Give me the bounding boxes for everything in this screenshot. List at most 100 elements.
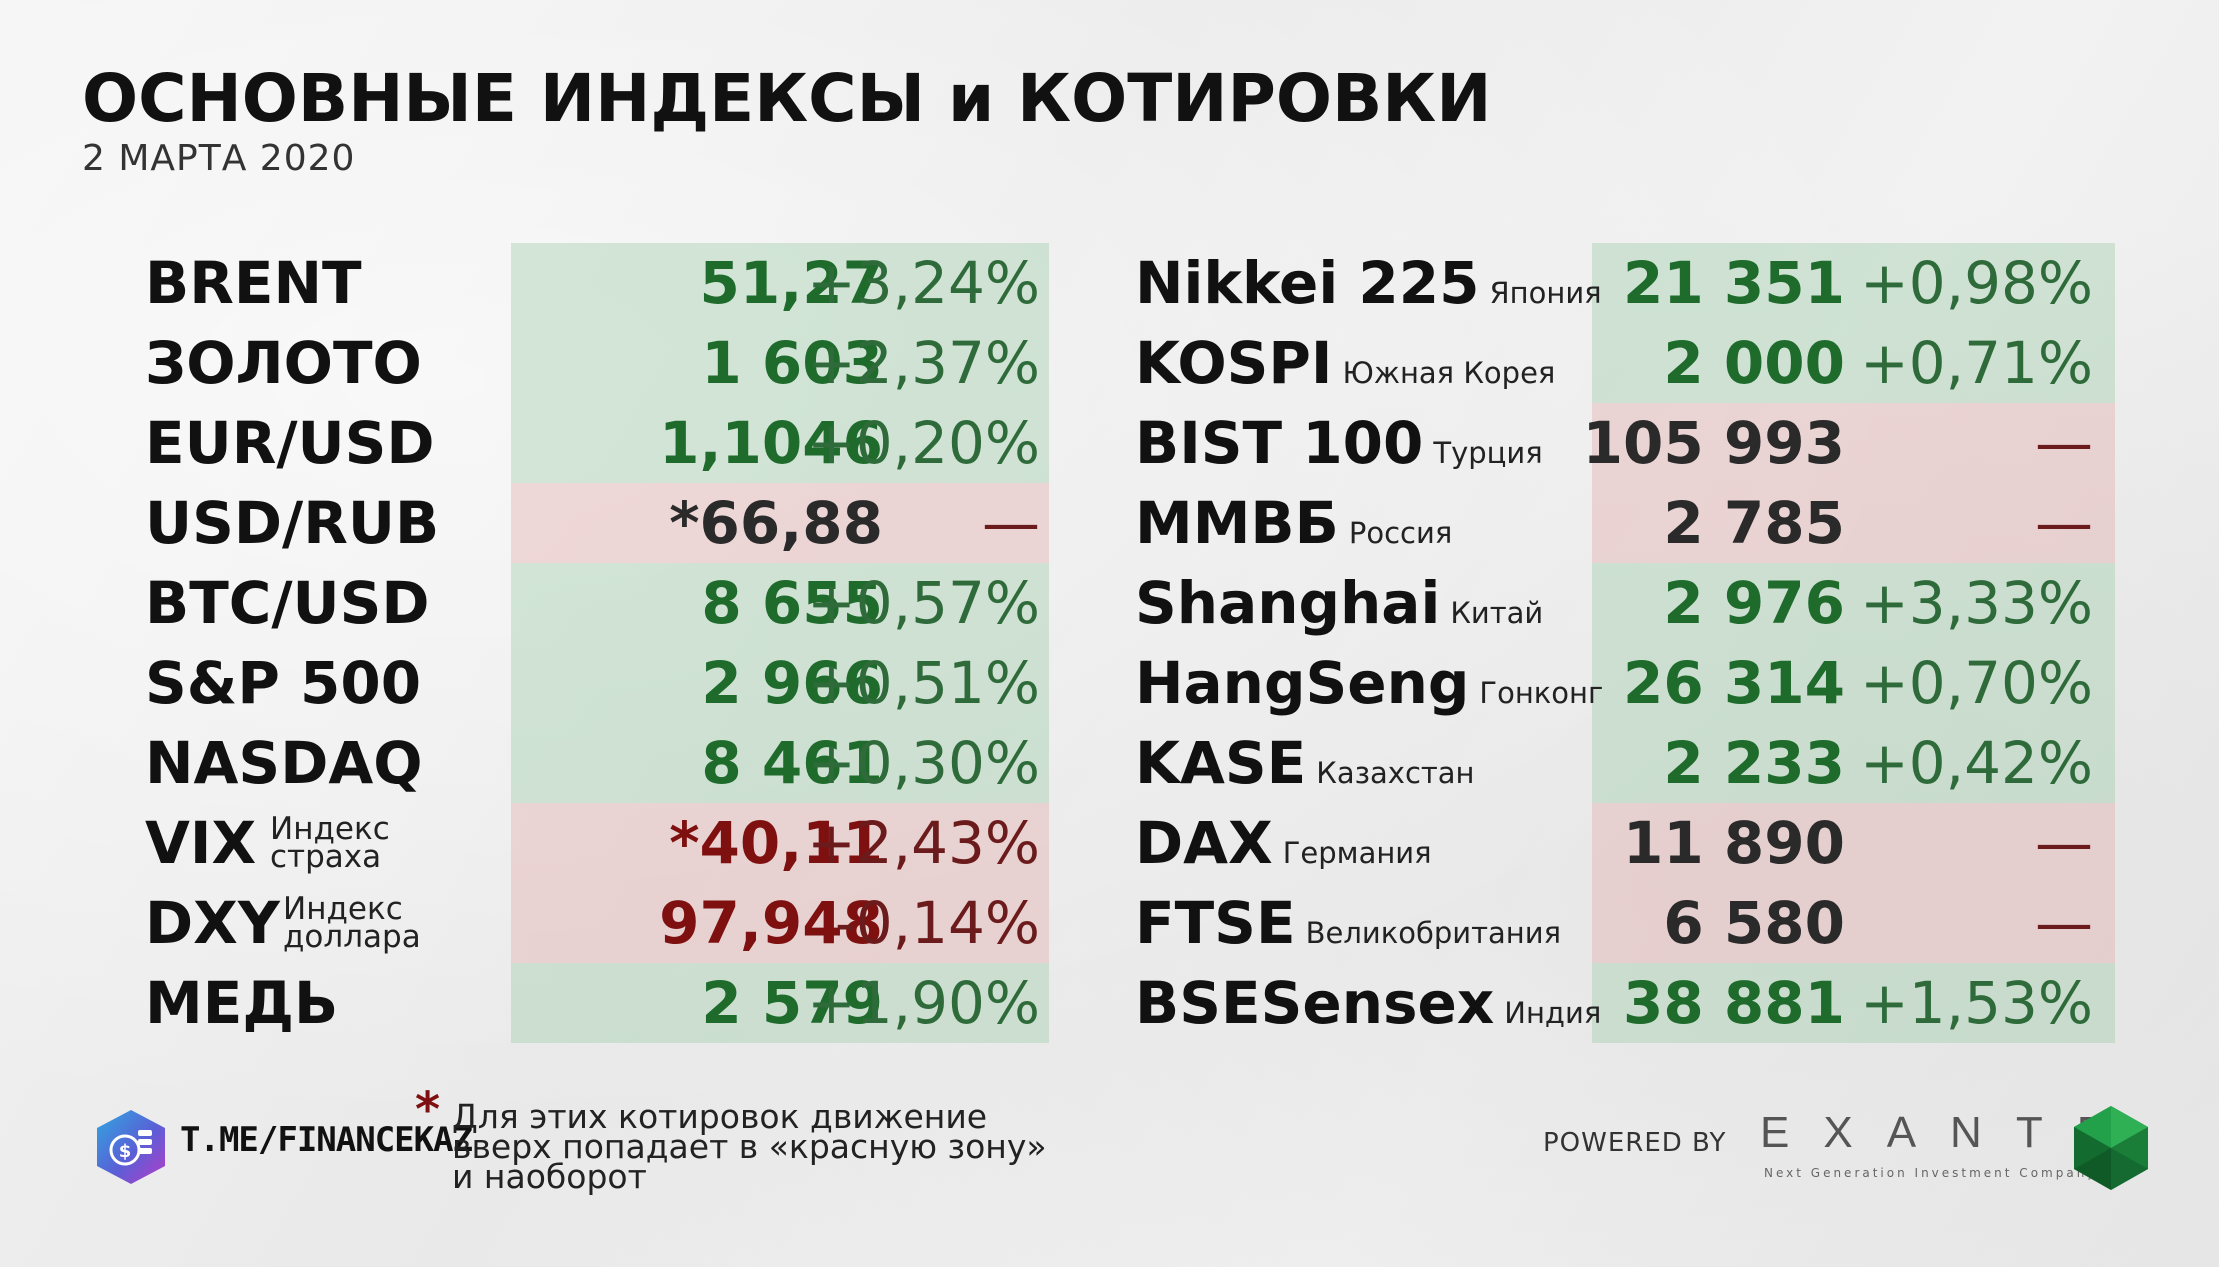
instrument-value: 2 966 (701, 649, 883, 717)
table-row: KOSPI Южная Корея 2 000 +0,71% (1135, 323, 2115, 403)
table-row: KASE Казахстан 2 233 +0,42% (1135, 723, 2115, 803)
instrument-value: 1 603 (701, 329, 883, 397)
page-title: ОСНОВНЫЕ ИНДЕКСЫ и КОТИРОВКИ (82, 60, 1492, 137)
instrument-change: +3,24% (807, 249, 1040, 317)
powered-by-label: POWERED BY (1543, 1128, 1727, 1158)
telegram-channel-logo-icon: $ (92, 1108, 170, 1186)
index-country: Россия (1348, 516, 1453, 550)
index-name: BSESensex Индия (1135, 969, 1602, 1037)
footnote-star: * (415, 1082, 441, 1138)
index-value: 21 351 (1623, 249, 1845, 317)
index-country: Китай (1450, 596, 1544, 630)
instrument-value: 1,1046 (659, 409, 883, 477)
instrument-value: 51,27 (699, 249, 883, 317)
svg-text:$: $ (119, 1141, 132, 1162)
table-row: Shanghai Китай 2 976 +3,33% (1135, 563, 2115, 643)
index-change: +1,53% (1860, 969, 2093, 1037)
index-change: — (2035, 889, 2093, 957)
index-name: ММВБ Россия (1135, 489, 1453, 557)
index-value: 2 785 (1663, 489, 1845, 557)
instrument-note: Индекс страха (270, 811, 390, 875)
instrument-name: ЗОЛОТО (145, 329, 422, 397)
instrument-value: 97,948 (659, 889, 883, 957)
index-change: +0,71% (1860, 329, 2093, 397)
table-row: МЕДЬ 2 579 +1,90% (145, 963, 1050, 1043)
instrument-name: VIX (145, 809, 257, 877)
instrument-change: +0,57% (807, 569, 1040, 637)
index-name: Shanghai Китай (1135, 569, 1544, 637)
table-row: USD/RUB *66,88 — (145, 483, 1050, 563)
index-country: Казахстан (1316, 756, 1475, 790)
index-value: 26 314 (1623, 649, 1845, 717)
table-row: FTSE Великобритания 6 580 — (1135, 883, 2115, 963)
instrument-name: USD/RUB (145, 489, 440, 557)
index-name: DAX Германия (1135, 809, 1432, 877)
instrument-name: EUR/USD (145, 409, 435, 477)
index-value: 11 890 (1623, 809, 1845, 877)
instrument-name: МЕДЬ (145, 969, 339, 1037)
instrument-change: — (982, 489, 1040, 557)
instrument-change: +0,51% (807, 649, 1040, 717)
index-change: — (2035, 489, 2093, 557)
index-change: — (2035, 409, 2093, 477)
index-country: Индия (1504, 996, 1602, 1030)
instrument-change: +2,43% (807, 809, 1040, 877)
index-value: 6 580 (1663, 889, 1845, 957)
instrument-note: Индекс доллара (283, 891, 421, 955)
footnote-text: Для этих котировок движение вверх попада… (452, 1097, 1047, 1196)
index-change: — (2035, 809, 2093, 877)
index-country: Япония (1489, 276, 1602, 310)
index-change: +0,42% (1860, 729, 2093, 797)
table-row: EUR/USD 1,1046 +0,20% (145, 403, 1050, 483)
brand-tagline: Next Generation Investment Company (1764, 1166, 2098, 1180)
instrument-name: BRENT (145, 249, 362, 317)
instrument-change: +0,20% (807, 409, 1040, 477)
instrument-change: -0,14% (834, 889, 1040, 957)
instrument-change: +0,30% (807, 729, 1040, 797)
index-value: 38 881 (1623, 969, 1845, 1037)
table-row: ММВБ Россия 2 785 — (1135, 483, 2115, 563)
instrument-value: 8 655 (701, 569, 883, 637)
table-row: HangSeng Гонконг 26 314 +0,70% (1135, 643, 2115, 723)
index-change: +0,98% (1860, 249, 2093, 317)
instrument-value: *66,88 (669, 489, 883, 557)
table-row: NASDAQ 8 461 +0,30% (145, 723, 1050, 803)
index-name: KASE Казахстан (1135, 729, 1475, 797)
instrument-change: +2,37% (807, 329, 1040, 397)
index-value: 2 000 (1663, 329, 1845, 397)
index-name: Nikkei 225 Япония (1135, 249, 1602, 317)
table-row: ЗОЛОТО 1 603 +2,37% (145, 323, 1050, 403)
index-country: Южная Корея (1342, 356, 1556, 390)
table-row: DXY Индекс доллара 97,948 -0,14% (145, 883, 1050, 963)
instrument-value: 8 461 (701, 729, 883, 797)
brand-name: EXANTE (1760, 1108, 2141, 1157)
instrument-name: BTC/USD (145, 569, 430, 637)
instrument-value: *40,11 (669, 809, 883, 877)
table-row: VIX Индекс страха *40,11 +2,43% (145, 803, 1050, 883)
channel-link[interactable]: T.ME/FINANCEKAZ (180, 1120, 473, 1160)
exante-emerald-logo-icon (2072, 1104, 2150, 1192)
instrument-change: +1,90% (807, 969, 1040, 1037)
index-value: 105 993 (1582, 409, 1845, 477)
index-name: HangSeng Гонконг (1135, 649, 1604, 717)
table-row: DAX Германия 11 890 — (1135, 803, 2115, 883)
instrument-name: S&P 500 (145, 649, 422, 717)
instrument-name: NASDAQ (145, 729, 423, 797)
index-value: 2 976 (1663, 569, 1845, 637)
table-row: BSESensex Индия 38 881 +1,53% (1135, 963, 2115, 1043)
instrument-name: DXY (145, 889, 280, 957)
index-change: +3,33% (1860, 569, 2093, 637)
index-country: Германия (1282, 836, 1432, 870)
table-row: Nikkei 225 Япония 21 351 +0,98% (1135, 243, 2115, 323)
table-row: BTC/USD 8 655 +0,57% (145, 563, 1050, 643)
page-date: 2 МАРТА 2020 (82, 138, 356, 179)
index-value: 2 233 (1663, 729, 1845, 797)
index-name: FTSE Великобритания (1135, 889, 1562, 957)
index-country: Турция (1433, 436, 1543, 470)
instrument-value: 2 579 (701, 969, 883, 1037)
index-country: Гонконг (1479, 676, 1604, 710)
table-row: BIST 100 Турция 105 993 — (1135, 403, 2115, 483)
index-name: BIST 100 Турция (1135, 409, 1543, 477)
table-row: BRENT 51,27 +3,24% (145, 243, 1050, 323)
index-change: +0,70% (1860, 649, 2093, 717)
